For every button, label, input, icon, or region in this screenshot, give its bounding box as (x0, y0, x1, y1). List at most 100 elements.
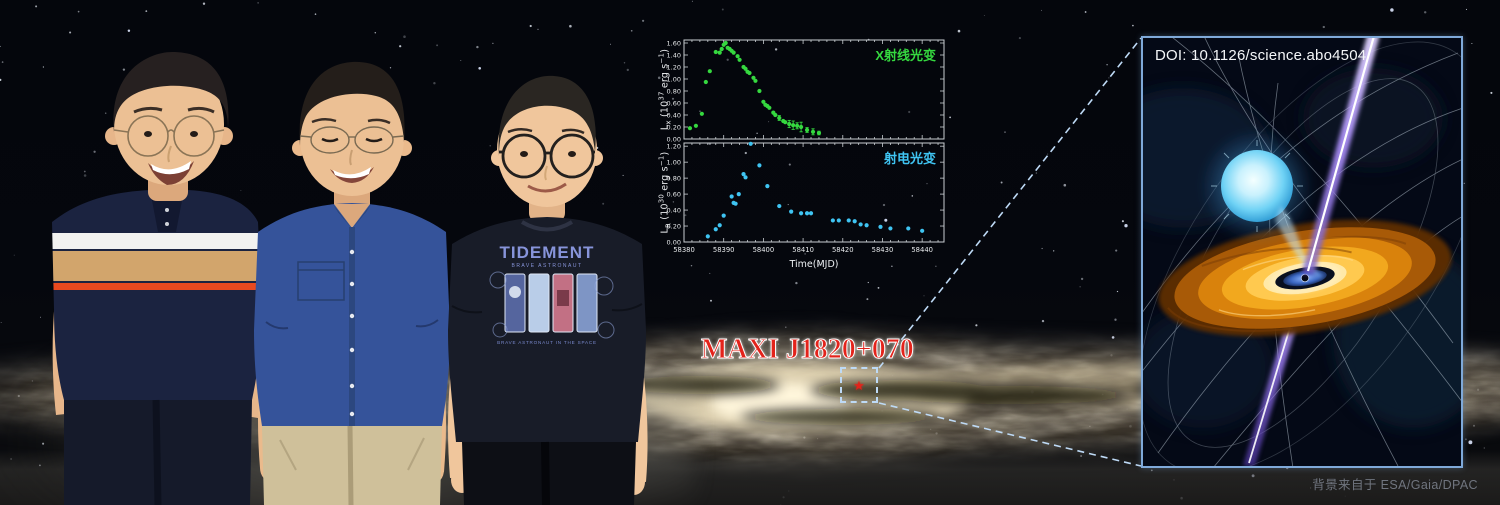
person-2 (254, 61, 450, 505)
star (314, 13, 317, 15)
star (691, 0, 693, 2)
data-point (804, 127, 810, 133)
shirt-buttons (349, 249, 355, 417)
star (1018, 37, 1021, 40)
data-point (846, 218, 851, 223)
star (768, 121, 770, 123)
data-point (808, 211, 814, 216)
person-3-face (497, 93, 597, 207)
data-point (787, 121, 792, 127)
star (1423, 11, 1427, 14)
star (569, 24, 572, 28)
star (0, 45, 2, 47)
star (1041, 9, 1042, 11)
star (1035, 172, 1038, 174)
star (1116, 290, 1119, 293)
star (788, 163, 791, 166)
tshirt-subtitle-text: BRAVE ASTRONAUT (511, 263, 582, 269)
star (529, 24, 532, 28)
star (774, 48, 778, 51)
bright-star (478, 66, 482, 70)
data-point (773, 112, 778, 118)
star (433, 81, 436, 85)
source-name-label: MAXI J1820+070 (701, 334, 915, 366)
star (957, 29, 961, 33)
radio-y-axis-label: LR (1030 erg s−1) (657, 151, 673, 234)
data-point (906, 226, 911, 231)
star (684, 214, 687, 217)
data-point (741, 172, 746, 177)
data-point (717, 50, 722, 55)
star (1115, 249, 1118, 252)
data-point (748, 141, 753, 146)
radio-plot: 0.00 0.20 0.40 0.60 0.80 1.00 1.20 射电光变 (667, 141, 945, 246)
star (145, 10, 148, 12)
data-point (852, 219, 857, 224)
person-2-face (300, 80, 404, 196)
star (35, 5, 38, 8)
star (1084, 11, 1087, 13)
data-point (830, 218, 835, 223)
data-point (765, 184, 770, 189)
relativistic-jet-upper (1302, 38, 1379, 274)
data-point (743, 66, 748, 71)
star (476, 45, 479, 49)
data-point (878, 224, 883, 229)
star (1490, 91, 1493, 94)
data-point (757, 163, 762, 168)
star (721, 8, 724, 11)
star (804, 253, 806, 255)
star (399, 45, 402, 48)
star (1463, 182, 1465, 185)
data-point (737, 57, 742, 62)
y-tick-label: 1.40 (667, 51, 681, 59)
star (657, 76, 661, 80)
star (622, 174, 624, 176)
light-curve-charts: 0.00 0.20 0.40 0.60 0.80 1.00 1.20 1.40 1.60 X射线光… (667, 39, 945, 270)
star (795, 281, 798, 285)
black-hole-artwork (1143, 38, 1461, 466)
star (867, 281, 869, 284)
data-point (777, 203, 782, 209)
star (83, 170, 86, 173)
data-point (687, 126, 693, 131)
star (104, 112, 107, 114)
star (744, 151, 747, 155)
star (1063, 183, 1067, 187)
star (83, 174, 87, 177)
data-point (783, 120, 788, 125)
bright-star (1124, 224, 1128, 228)
star (623, 62, 626, 64)
star (1004, 131, 1006, 133)
doi-label: DOI: 10.1126/science.abo4504 (1155, 47, 1367, 64)
star (240, 190, 242, 191)
star (389, 67, 392, 69)
star (492, 42, 494, 45)
star (42, 66, 45, 68)
bright-star (127, 29, 131, 32)
star (1052, 148, 1054, 150)
data-point (717, 223, 722, 228)
data-point (836, 218, 841, 223)
y-tick-label: 0.60 (667, 190, 681, 198)
data-point (804, 211, 810, 216)
star (817, 264, 820, 266)
data-point (798, 211, 804, 216)
legend-label: 射电光变 (883, 151, 936, 166)
star (1, 61, 4, 63)
y-tick-label: 0.00 (667, 135, 681, 143)
y-tick-label: 1.00 (667, 158, 681, 166)
data-point (777, 115, 782, 121)
star (1041, 247, 1043, 250)
data-point (864, 223, 869, 228)
data-point (723, 40, 728, 46)
glasses-icon (299, 126, 405, 154)
star (671, 97, 675, 100)
star (1121, 220, 1124, 223)
y-tick-label: 0.80 (667, 87, 681, 95)
star (69, 31, 72, 34)
researchers-photo: TIDEMENT BRAVE ASTRONAUT BRAVE ASTRONAUT… (52, 52, 648, 505)
data-point (757, 88, 762, 94)
star (77, 10, 80, 13)
bright-star (1390, 8, 1394, 12)
